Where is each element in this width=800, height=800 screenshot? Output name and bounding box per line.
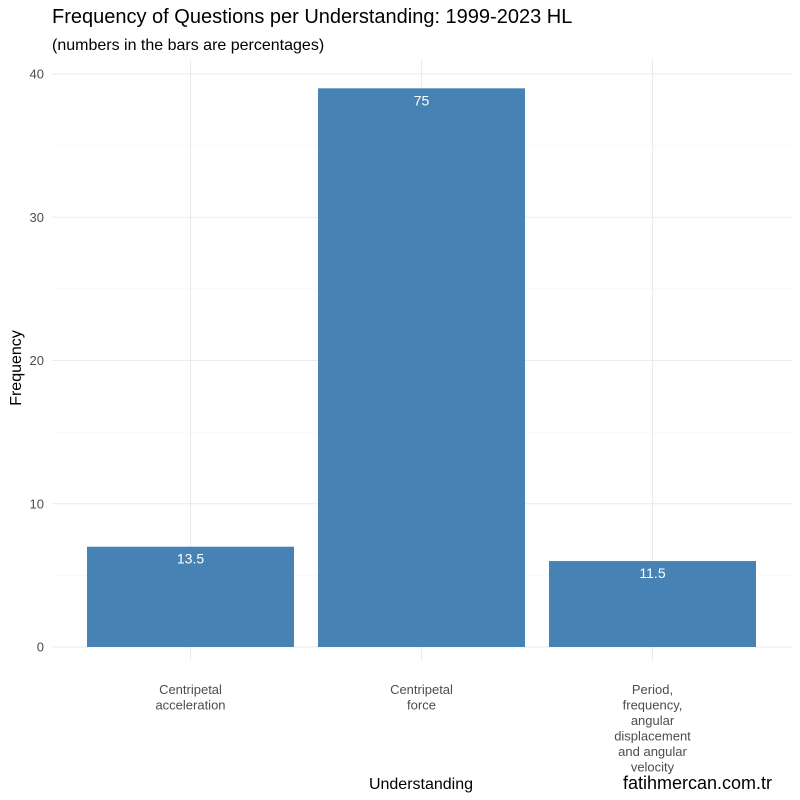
bar [87, 546, 294, 647]
y-tick-label: 30 [30, 210, 44, 225]
bar [549, 561, 756, 647]
y-tick-label: 10 [30, 496, 44, 511]
chart-title: Frequency of Questions per Understanding… [52, 6, 572, 28]
bar-value-label: 75 [414, 92, 430, 108]
x-tick-label: Period, frequency, angular displacement and … [614, 682, 691, 775]
bar-value-label: 13.5 [177, 551, 204, 567]
x-axis-ticks: Centripetal acceleration Centripetal force P… [155, 682, 691, 775]
y-tick-label: 0 [37, 640, 44, 655]
bar-labels: 13.5 75 11.5 [177, 92, 666, 581]
y-axis-ticks: 0 10 20 30 40 [30, 67, 44, 655]
y-tick-label: 20 [30, 353, 44, 368]
x-axis-title: Understanding [369, 776, 473, 793]
x-tick-label: Centripetal force [390, 682, 453, 713]
y-tick-label: 40 [30, 67, 44, 82]
y-axis-title: Frequency [8, 330, 25, 406]
bar-value-label: 11.5 [639, 565, 665, 581]
x-tick-label: Centripetal acceleration [155, 682, 225, 713]
chart-subtitle: (numbers in the bars are percentages) [52, 37, 324, 54]
bars [87, 88, 756, 647]
bar [318, 88, 525, 647]
watermark: fatihmercan.com.tr [623, 773, 772, 793]
